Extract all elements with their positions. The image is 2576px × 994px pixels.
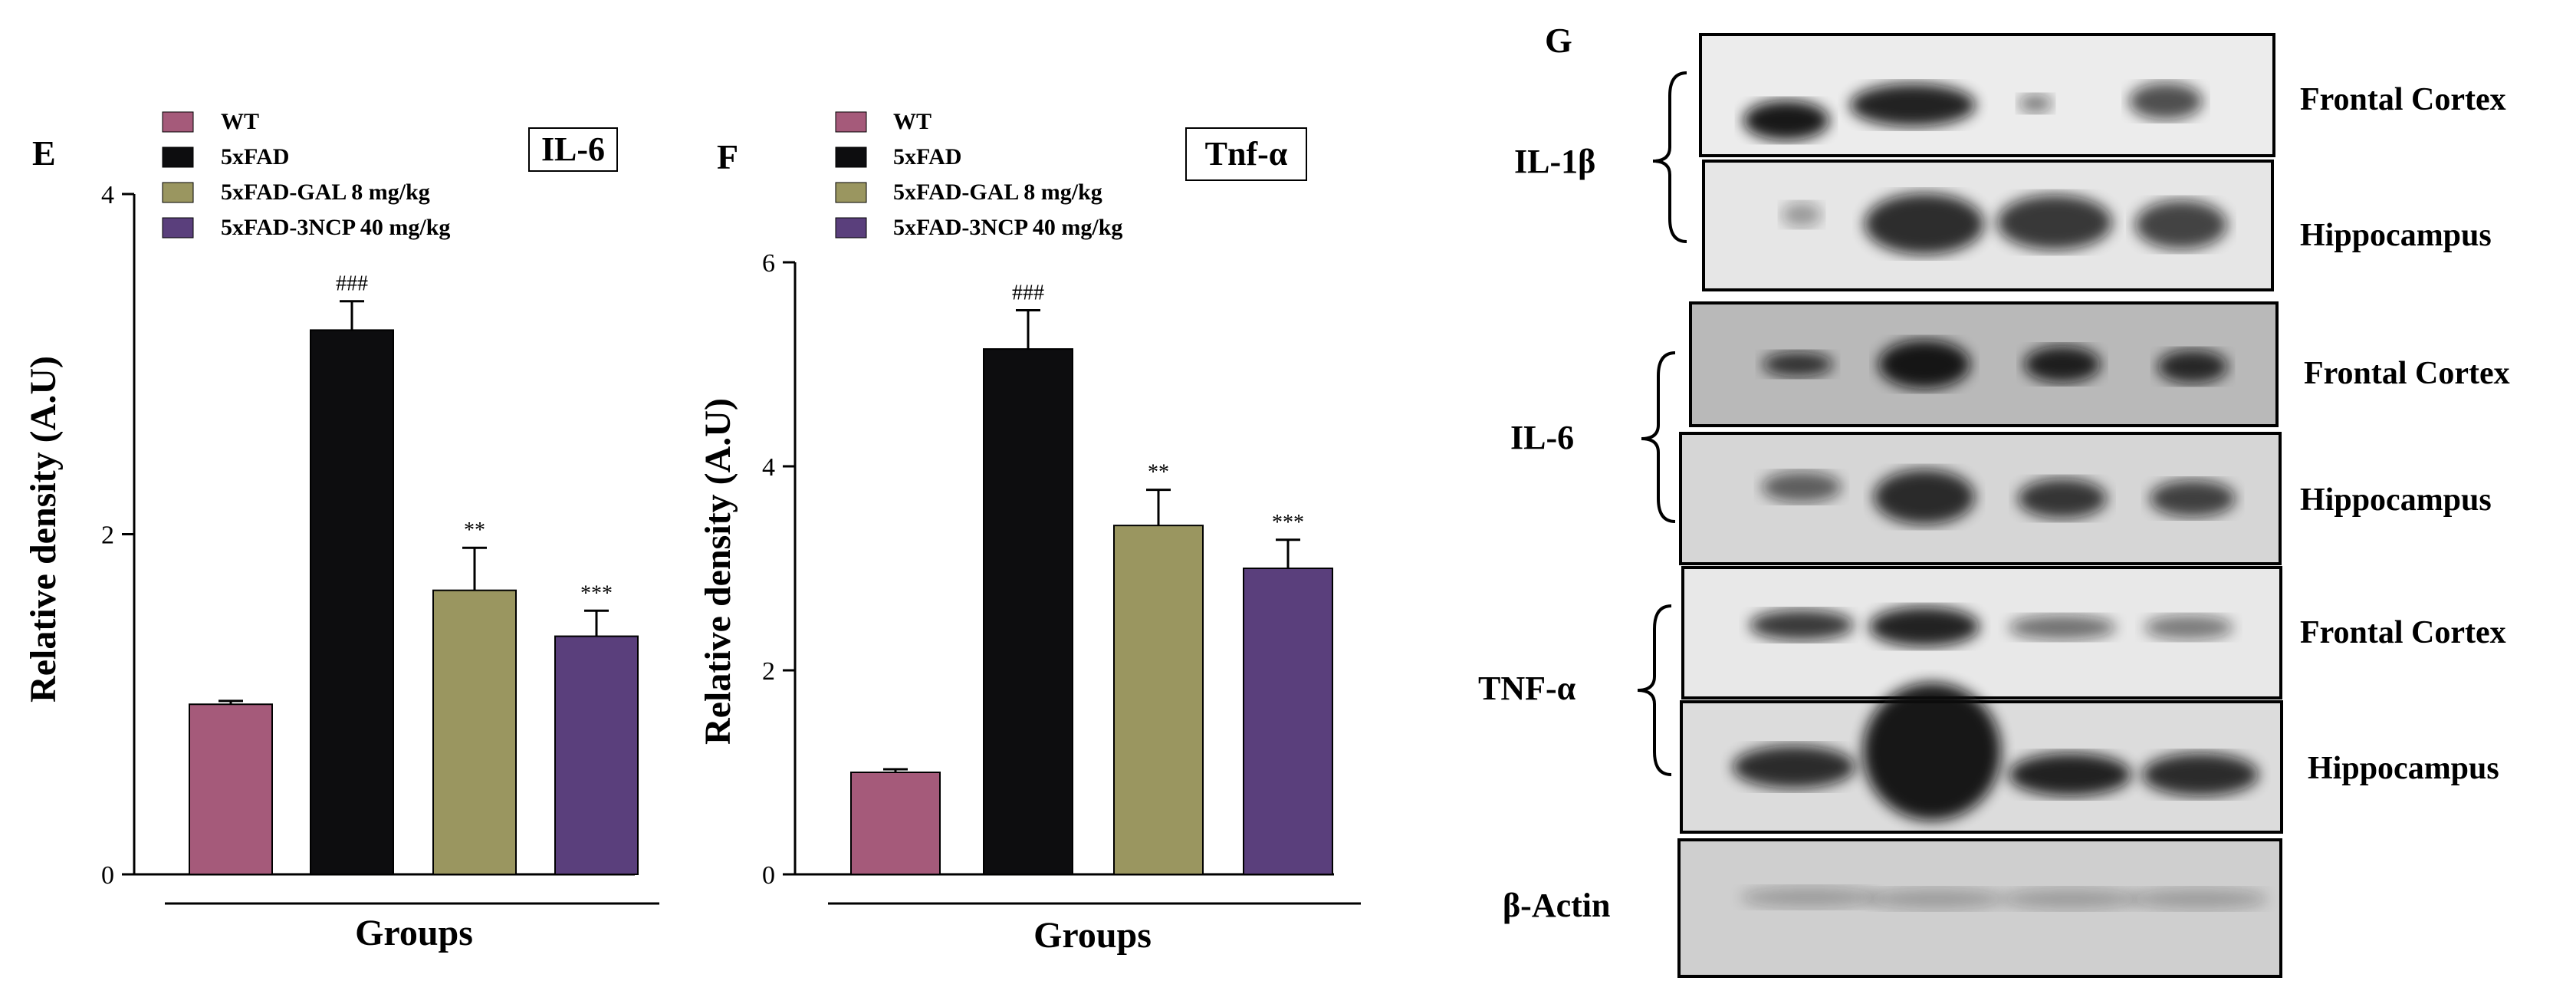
blot-region-label: Frontal Cortex bbox=[2304, 356, 2510, 391]
bar bbox=[1243, 568, 1333, 875]
legend-swatch bbox=[162, 182, 194, 203]
bracket bbox=[1641, 351, 1676, 523]
legend-swatch bbox=[162, 217, 194, 239]
legend-entry: 5xFAD-3NCP 40 mg/kg bbox=[893, 215, 1122, 240]
chart-title-box bbox=[1185, 127, 1307, 181]
y-tick-label: 0 bbox=[101, 861, 114, 890]
blot-region-label: Frontal Cortex bbox=[2300, 82, 2506, 117]
legend-swatch bbox=[162, 111, 194, 133]
x-axis-label: Groups bbox=[1033, 915, 1152, 956]
blot-band bbox=[1874, 469, 1975, 525]
protein-label: TNF-α bbox=[1478, 670, 1576, 707]
legend-entry: WT bbox=[893, 109, 932, 134]
panel-letter: F bbox=[717, 137, 738, 176]
blot-band bbox=[1762, 472, 1842, 502]
blot-band bbox=[1869, 607, 1980, 647]
chart-f: F WT 5xFAD 5xFAD-GAL 8 mg/kg 5xFAD-3NCP 40 m… bbox=[698, 109, 1361, 956]
chart-e: E WT 5xFAD 5xFAD-GAL 8 mg/kg 5xFAD-3NCP 40 m… bbox=[23, 109, 659, 953]
y-tick-label: 6 bbox=[762, 249, 775, 278]
blot-band bbox=[2018, 479, 2107, 518]
y-axis-label: Relative density (A.U) bbox=[23, 356, 64, 703]
blot-band bbox=[1863, 683, 2001, 821]
x-axis-label: Groups bbox=[355, 913, 473, 953]
protein-label: IL-6 bbox=[1510, 419, 1574, 456]
legend-swatch bbox=[835, 146, 867, 168]
blot-band bbox=[1740, 887, 1878, 908]
bar bbox=[1113, 525, 1204, 875]
blot-band bbox=[2150, 480, 2236, 517]
y-tick-label: 2 bbox=[101, 522, 114, 550]
bracket bbox=[1652, 71, 1687, 243]
bar bbox=[189, 703, 273, 875]
panel-letter: E bbox=[32, 133, 56, 173]
bar bbox=[554, 635, 639, 875]
blot-band bbox=[1743, 100, 1829, 140]
significance-label: *** bbox=[1272, 511, 1304, 535]
legend-entry: 5xFAD-GAL 8 mg/kg bbox=[893, 179, 1102, 205]
significance-label: ** bbox=[1148, 461, 1169, 485]
legend-entry: 5xFAD bbox=[893, 144, 961, 170]
blot-band bbox=[1782, 202, 1822, 227]
significance-label: ** bbox=[464, 518, 485, 542]
y-tick-label: 4 bbox=[101, 181, 114, 209]
blot-band bbox=[1997, 195, 2112, 250]
blot-band bbox=[2001, 888, 2139, 910]
y-axis-label: Relative density (A.U) bbox=[698, 398, 738, 745]
chart-title: IL-6 bbox=[541, 130, 605, 168]
blot-region-label: Hippocampus bbox=[2300, 218, 2492, 253]
legend-swatch bbox=[835, 111, 867, 133]
blot-band bbox=[2009, 615, 2116, 640]
legend-swatch bbox=[162, 146, 194, 168]
blot-band bbox=[1867, 888, 2005, 910]
blot-region-label: Frontal Cortex bbox=[2300, 615, 2506, 650]
blot-band bbox=[1733, 746, 1855, 788]
blot-band bbox=[2019, 94, 2052, 113]
protein-label: IL-1β bbox=[1514, 143, 1595, 180]
blot-band bbox=[2009, 753, 2131, 796]
bar bbox=[850, 772, 941, 875]
y-tick-label: 2 bbox=[762, 657, 775, 686]
bar bbox=[983, 348, 1073, 875]
blot-band bbox=[2129, 83, 2203, 120]
chart-title: Tnf-α bbox=[1205, 135, 1288, 173]
loading-control-label: β-Actin bbox=[1503, 887, 1611, 924]
legend-entry: 5xFAD-3NCP 40 mg/kg bbox=[221, 215, 450, 240]
significance-label: *** bbox=[580, 581, 613, 605]
legend-swatch bbox=[835, 217, 867, 239]
blot-band bbox=[1750, 610, 1854, 640]
legend-swatch bbox=[835, 182, 867, 203]
blot-band bbox=[2024, 346, 2101, 383]
legend-entry: 5xFAD-GAL 8 mg/kg bbox=[221, 179, 430, 205]
blot-band bbox=[1878, 340, 1970, 389]
y-tick-label: 0 bbox=[762, 861, 775, 890]
y-tick-label: 4 bbox=[762, 453, 775, 482]
significance-label: ### bbox=[1012, 281, 1044, 305]
bracket bbox=[1637, 604, 1672, 776]
blot-band bbox=[2130, 888, 2268, 910]
bar bbox=[310, 329, 394, 875]
bar bbox=[432, 589, 517, 875]
chart-title-box bbox=[528, 127, 618, 172]
significance-label: ### bbox=[336, 272, 368, 296]
blot-band bbox=[2142, 753, 2259, 796]
blot-region-label: Hippocampus bbox=[2308, 751, 2499, 786]
blot-band bbox=[2144, 615, 2233, 640]
blot-band bbox=[2135, 200, 2227, 249]
western-blot-panel: G Frontal Cortex Hippocampus Frontal Cortex… bbox=[1478, 21, 2510, 978]
blot-band bbox=[2157, 350, 2228, 383]
blot-band bbox=[1850, 84, 1976, 127]
blot-band bbox=[1865, 193, 1984, 255]
legend-entry: 5xFAD bbox=[221, 144, 289, 170]
legend-entry: WT bbox=[221, 109, 259, 134]
blot-region-label: Hippocampus bbox=[2300, 482, 2492, 518]
blot-band bbox=[1763, 352, 1833, 377]
panel-letter: G bbox=[1545, 21, 1572, 60]
